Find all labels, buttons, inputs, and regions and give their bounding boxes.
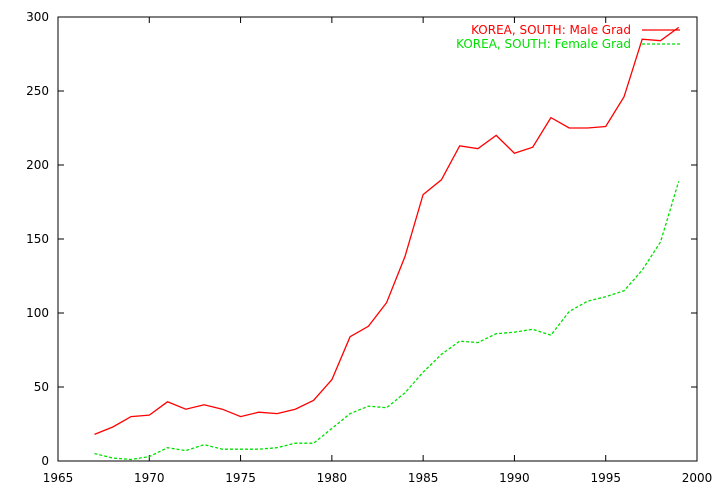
y-tick-label: 150 <box>26 232 49 246</box>
plot-frame <box>57 16 698 462</box>
axis-ticks: 1965 1970 1975 1980 1985 1990 1995 2000 0 50 100 15… <box>26 10 712 485</box>
y-tick-label: 100 <box>26 306 49 320</box>
legend-label-0: KOREA, SOUTH: Male Grad <box>471 23 631 37</box>
y-tick-label: 50 <box>34 380 49 394</box>
series-line-1 <box>94 181 680 461</box>
y-tick-label: 0 <box>41 454 49 468</box>
x-tick-label: 1975 <box>225 471 256 485</box>
y-tick-label: 250 <box>26 84 49 98</box>
series-lines <box>94 26 680 461</box>
x-tick-label: 2000 <box>682 471 713 485</box>
x-tick-label: 1990 <box>499 471 530 485</box>
y-tick-label: 300 <box>26 10 49 24</box>
x-tick-label: 1970 <box>134 471 165 485</box>
x-tick-label: 1985 <box>408 471 439 485</box>
series-line-0 <box>94 26 680 436</box>
x-tick-label: 1965 <box>43 471 74 485</box>
x-tick-label: 1995 <box>590 471 621 485</box>
x-tick-label: 1980 <box>317 471 348 485</box>
legend-label-1: KOREA, SOUTH: Female Grad <box>456 37 631 51</box>
y-tick-label: 200 <box>26 158 49 172</box>
